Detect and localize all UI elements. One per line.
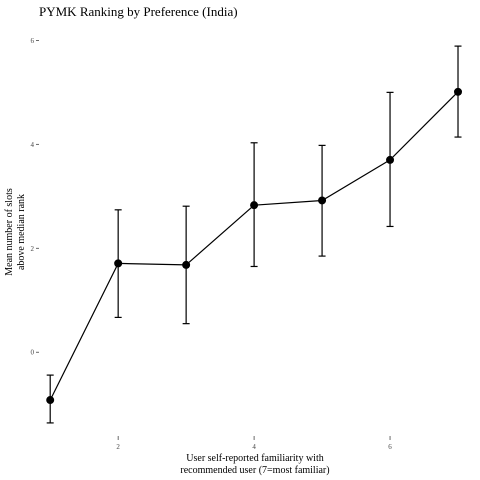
error-bars bbox=[46, 45, 462, 424]
y-tick-label: 4 bbox=[31, 141, 35, 149]
x-axis-label-line-1: User self-reported familiarity with bbox=[186, 453, 323, 464]
x-tick-label: 2 bbox=[116, 443, 120, 451]
x-tick-label: 4 bbox=[252, 443, 256, 451]
data-point bbox=[454, 87, 463, 96]
y-axis-label-line-1: Mean number of slots bbox=[4, 188, 15, 276]
data-point bbox=[182, 260, 191, 269]
x-axis-label-line-2: recommended user (7=most familiar) bbox=[180, 465, 329, 476]
data-point bbox=[114, 259, 123, 268]
data-point bbox=[46, 396, 55, 405]
chart-title: PYMK Ranking by Preference (India) bbox=[39, 4, 238, 19]
x-tick-label: 6 bbox=[388, 443, 392, 451]
data-points bbox=[46, 87, 463, 405]
y-tick-label: 0 bbox=[31, 349, 35, 357]
x-axis-label: User self-reported familiarity with reco… bbox=[180, 453, 329, 476]
y-axis-ticks: 0 2 4 6 bbox=[31, 37, 39, 357]
y-axis-label-line-2: above median rank bbox=[16, 194, 27, 270]
data-point bbox=[386, 155, 395, 164]
data-point bbox=[318, 196, 327, 205]
x-axis-ticks: 2 4 6 bbox=[116, 436, 392, 451]
y-axis-label: Mean number of slots above median rank bbox=[4, 188, 27, 276]
y-tick-label: 2 bbox=[31, 245, 35, 253]
data-point bbox=[250, 201, 259, 210]
y-tick-label: 6 bbox=[31, 37, 35, 45]
